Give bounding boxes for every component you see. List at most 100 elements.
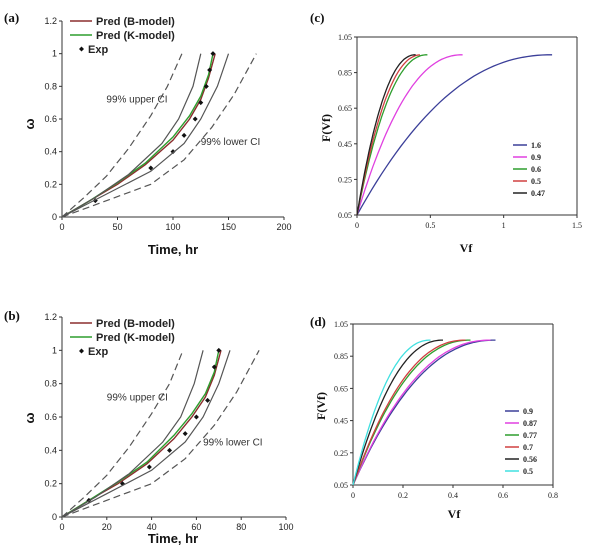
y-tick-label: 0.6 [44,412,57,422]
x-tick-label: 1.5 [572,221,582,230]
ci-annotation: 99% upper CI [107,392,168,403]
exp-data-point [205,397,211,403]
panel-a-label: (a) [4,10,19,25]
y-tick-label: 1.2 [44,16,57,26]
panel-c-y-label: F(Vf) [319,114,333,142]
y-tick-label: 0 [52,512,57,522]
exp-data-point [181,132,187,138]
y-tick-label: 1.05 [334,320,348,329]
y-tick-label: 0.8 [44,81,57,91]
y-tick-label: 1.2 [44,312,57,322]
x-tick-label: 1 [502,221,506,230]
y-tick-label: 0.8 [44,379,57,389]
legend-label: 0.9 [523,407,533,416]
series-line-0-5 [356,54,420,216]
panel-b-axes: 0 20 40 60 80 100 0 0.2 0.4 0.6 0.8 1 1.2 [44,312,293,532]
x-tick-label: 0.4 [448,491,458,500]
exp-data-point [167,447,173,453]
panel-b-marks: 99% upper CI 99% lower CI Pred (B-model) Pr… [61,318,263,518]
legend-label: 0.7 [523,443,533,452]
panel-d-x-label: Vf [448,507,462,521]
ci-annotation: 99% lower CI [203,437,262,448]
ci-band-line [61,350,231,518]
y-tick-label: 0.65 [334,384,348,393]
y-tick-label: 0.05 [338,211,352,220]
x-tick-label: 0.2 [398,491,408,500]
panel-c-legend: 1.6 0.9 0.6 0.5 0.47 [513,141,545,198]
panel-d-axes: 0 0.2 0.4 0.6 0.8 0.05 0.25 0.45 0.65 0.85 1.05 [334,320,558,500]
series-line-0-47 [356,54,416,216]
exp-data-point [192,116,198,122]
series-line-0-77 [352,339,471,486]
legend-marker [79,46,84,52]
panel-d-label: (d) [310,314,326,329]
x-tick-label: 0.5 [425,221,435,230]
series-line-0-56 [352,339,443,486]
series-line-0-9 [356,54,463,216]
y-tick-label: 0.4 [44,445,57,455]
y-tick-label: 0.25 [334,449,348,458]
ci-band-line [61,53,202,218]
x-tick-label: 0.8 [548,491,558,500]
legend-label: 0.6 [531,165,541,174]
y-tick-label: 0.85 [334,352,348,361]
series-line-pred-b-model- [61,350,222,518]
ci-band-line [61,53,230,218]
x-tick-label: 50 [112,222,122,232]
y-tick-label: 1 [52,345,57,355]
ci-band-line [61,350,204,518]
x-tick-label: 0 [355,221,359,230]
x-tick-label: 80 [236,522,246,532]
series-line-0-6 [356,54,428,216]
exp-data-point [216,347,222,353]
y-tick-label: 1.05 [338,33,352,42]
x-tick-label: 60 [191,522,201,532]
panel-b-chart: (b) 0 20 40 60 80 100 0 0.2 0.4 0.6 0.8 1 1.2 99% up… [4,308,294,546]
legend-label: Pred (K-model) [96,30,175,42]
panel-a-x-label: Time, hr [148,242,198,257]
panel-a-y-label: ω [22,118,37,129]
panel-c-marks [356,54,553,216]
panel-a-chart: (a) 0 50 100 150 200 0 0.2 0.4 0.6 0.8 1 1.2 99% up… [4,10,292,257]
series-line-1-6 [356,54,553,216]
exp-data-point [207,67,213,73]
ci-band-line [61,350,184,518]
exp-data-point [193,414,199,420]
panel-d-marks [352,339,496,486]
panel-d-y-label: F(Vf) [314,392,328,420]
legend-label: Exp [88,346,108,358]
panel-a-axes: 0 50 100 150 200 0 0.2 0.4 0.6 0.8 1 1.2 [44,16,291,232]
exp-data-point [182,431,188,437]
x-tick-label: 40 [147,522,157,532]
legend-label: 0.9 [531,153,541,162]
legend-label: Pred (K-model) [96,332,175,344]
series-line-0-7 [352,339,466,486]
y-tick-label: 0.45 [334,417,348,426]
y-tick-label: 0.2 [44,179,57,189]
x-tick-label: 150 [221,222,236,232]
x-tick-label: 0.6 [498,491,508,500]
panel-b-y-label: ω [22,412,37,423]
x-tick-label: 100 [165,222,180,232]
series-line-0-5 [352,339,431,486]
panel-a-marks: 99% upper CI 99% lower CI Pred (B-model) Pr… [61,16,260,218]
y-tick-label: 0 [52,212,57,222]
x-tick-label: 0 [351,491,355,500]
legend-marker [79,348,84,354]
exp-data-point [170,149,176,155]
panel-b-label: (b) [4,308,20,323]
y-tick-label: 0.45 [338,140,352,149]
exp-data-point [148,165,154,171]
exp-data-point [203,83,209,89]
ci-annotation: 99% upper CI [106,95,167,106]
panel-c-chart: (c) 0 0.5 1 1.5 0.05 0.25 0.45 0.65 0.85 1.05 1.6… [310,10,582,255]
legend-label: 0.5 [531,177,541,186]
x-tick-label: 0 [59,222,64,232]
legend-label: 0.5 [523,467,533,476]
exp-data-point [198,100,204,106]
legend-label: 0.77 [523,431,537,440]
legend-label: Pred (B-model) [96,16,175,28]
panel-c-axes: 0 0.5 1 1.5 0.05 0.25 0.45 0.65 0.85 1.05 [338,33,582,230]
x-tick-label: 100 [278,522,293,532]
